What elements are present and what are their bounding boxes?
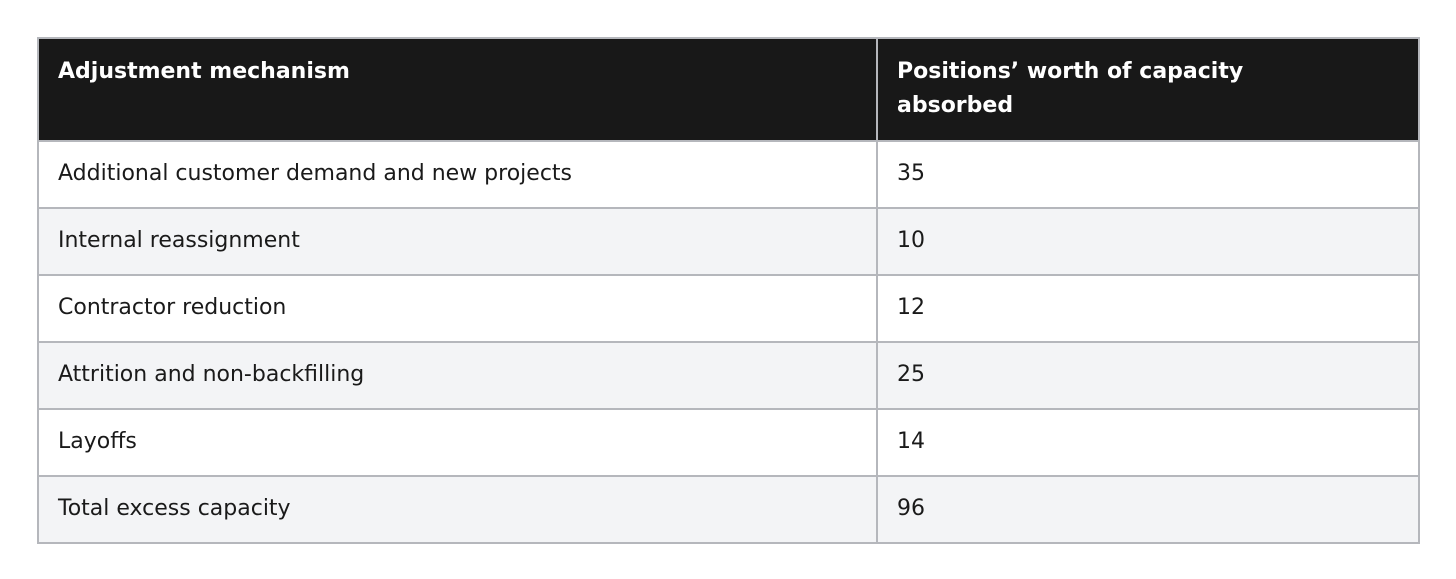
header-row: Adjustment mechanism Positions’ worth of … — [37, 37, 1420, 142]
data-table: Adjustment mechanism Positions’ worth of … — [37, 37, 1420, 544]
table-cell: 12 — [876, 274, 1420, 343]
header-cell: Positions’ worth of capacity absorbed — [876, 37, 1420, 142]
header-cell: Adjustment mechanism — [37, 37, 878, 142]
table-row: Internal reassignment 10 — [37, 207, 1420, 276]
table-row: Total excess capacity 96 — [37, 475, 1420, 544]
table-cell: 10 — [876, 207, 1420, 276]
table-cell: Layoffs — [37, 408, 878, 477]
table-cell: 25 — [876, 341, 1420, 410]
table-cell: Contractor reduction — [37, 274, 878, 343]
table-row: Additional customer demand and new proje… — [37, 140, 1420, 209]
table-cell: Attrition and non-backfilling — [37, 341, 878, 410]
header-text: Adjustment mechanism — [58, 59, 350, 84]
table-cell: Additional customer demand and new proje… — [37, 140, 878, 209]
table-cell: 14 — [876, 408, 1420, 477]
table-cell: Total excess capacity — [37, 475, 878, 544]
header-text: Positions’ worth of capacity absorbed — [897, 59, 1244, 118]
table-row: Attrition and non-backfilling 25 — [37, 341, 1420, 410]
table-row: Layoffs 14 — [37, 408, 1420, 477]
table-cell: 96 — [876, 475, 1420, 544]
table-row: Contractor reduction 12 — [37, 274, 1420, 343]
table-body: Additional customer demand and new proje… — [37, 140, 1420, 544]
table-cell: Internal reassignment — [37, 207, 878, 276]
table-cell: 35 — [876, 140, 1420, 209]
